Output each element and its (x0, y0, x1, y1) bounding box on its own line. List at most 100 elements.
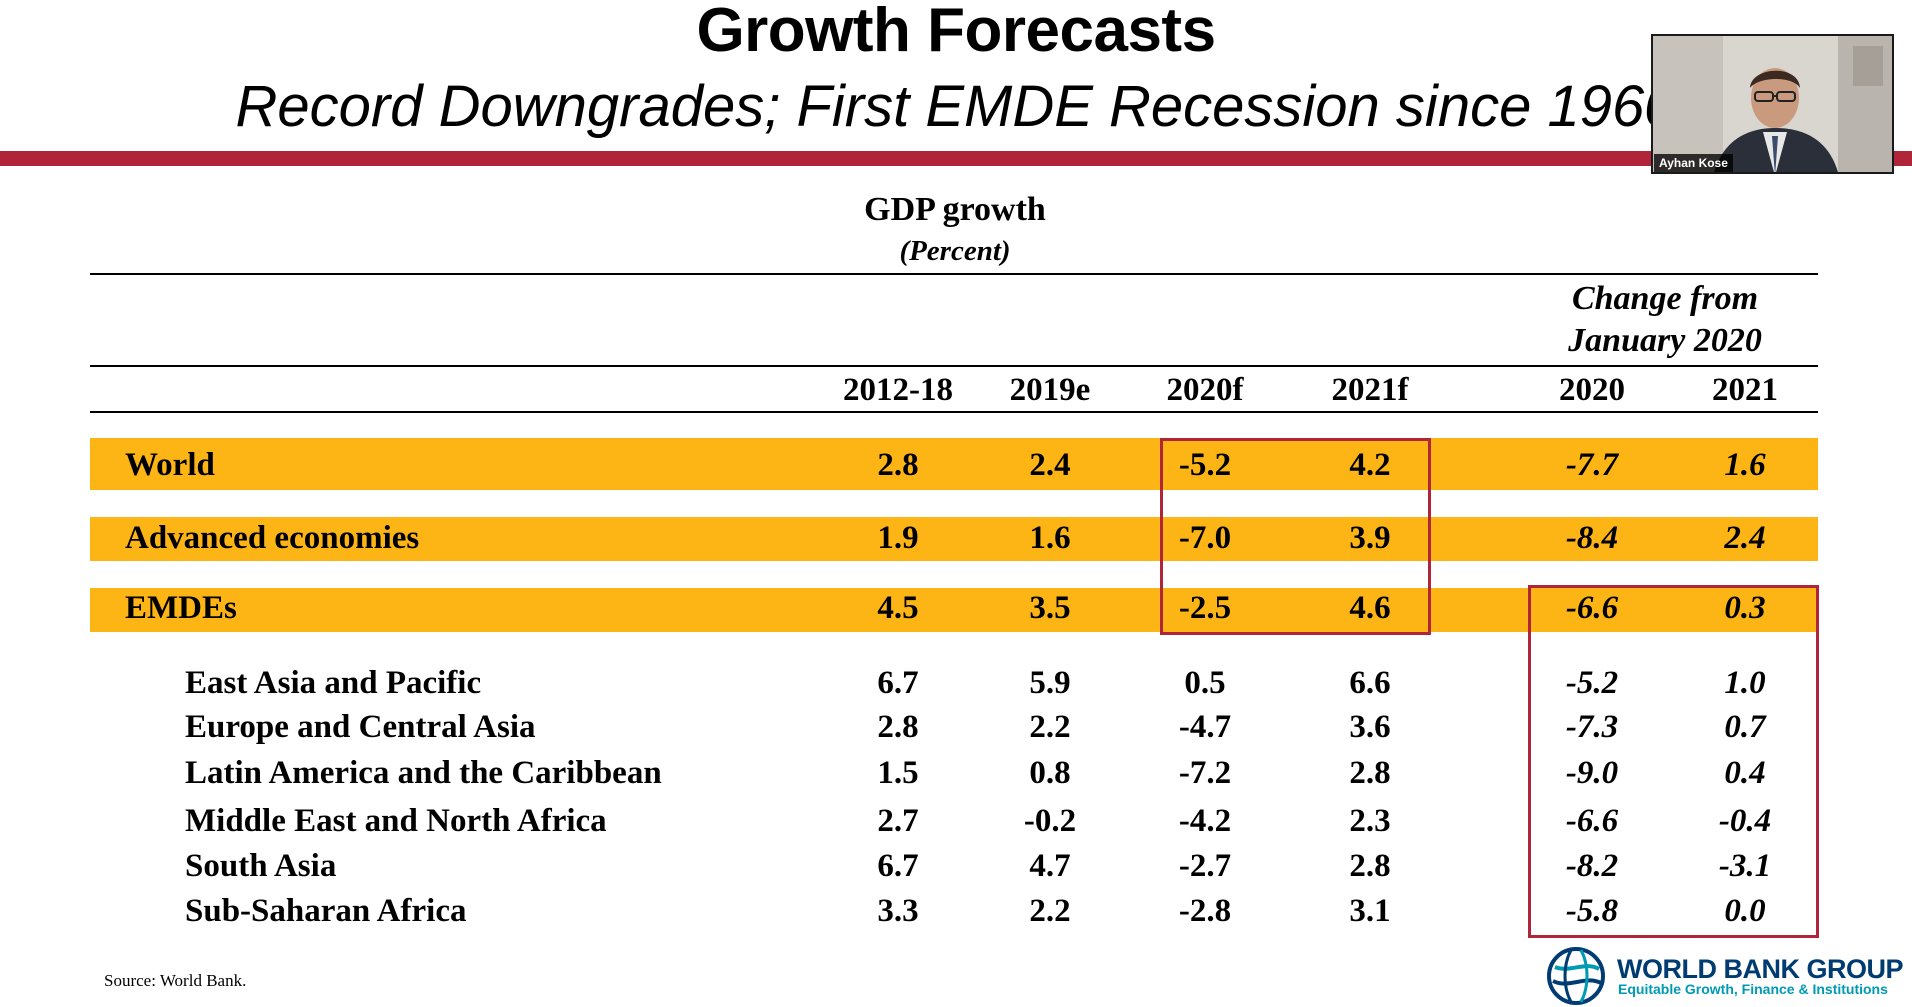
highlight-band-world (90, 438, 1818, 490)
highlight-band-advanced (90, 517, 1818, 561)
cell-change-2020: -6.6 (1565, 803, 1619, 839)
cell-2019e: 2.4 (1029, 447, 1071, 483)
cell-change-2021: 1.0 (1724, 665, 1766, 701)
table-header-rule (90, 365, 1818, 367)
forecast-highlight-box (1160, 438, 1431, 635)
table-top-rule (90, 273, 1818, 275)
row-label: Europe and Central Asia (185, 709, 536, 745)
cell-2021f: 2.3 (1349, 803, 1391, 839)
column-header-change-2021: 2021 (1712, 372, 1778, 408)
cell-2012-18: 2.8 (877, 447, 919, 483)
cell-2020f: -7.0 (1178, 520, 1232, 556)
cell-change-2021: -0.4 (1718, 803, 1772, 839)
table-row-middle-east-north-africa: Middle East and North Africa 2.7 -0.2 -4.2 2… (0, 797, 1912, 845)
cell-2012-18: 1.9 (877, 520, 919, 556)
cell-2021f: 2.8 (1349, 755, 1391, 791)
cell-2019e: 2.2 (1029, 893, 1071, 929)
table-row-sub-saharan-africa: Sub-Saharan Africa 3.3 2.2 -2.8 3.1 -5.8 0.0 (0, 887, 1912, 935)
cell-2021f: 3.9 (1349, 520, 1391, 556)
row-label: Sub-Saharan Africa (185, 893, 467, 929)
cell-2019e: 1.6 (1029, 520, 1071, 556)
cell-2019e: -0.2 (1023, 803, 1077, 839)
cell-2012-18: 1.5 (877, 755, 919, 791)
column-header-2012-18: 2012-18 (843, 372, 953, 408)
table-row-east-asia-pacific: East Asia and Pacific 6.7 5.9 0.5 6.6 -5.2 1.0 (0, 659, 1912, 707)
cell-2012-18: 2.8 (877, 709, 919, 745)
cell-2020f: -4.7 (1178, 709, 1232, 745)
world-bank-globe-icon (1547, 947, 1605, 1005)
column-header-2019e: 2019e (1009, 372, 1091, 408)
cell-change-2021: 0.0 (1724, 893, 1766, 929)
cell-2020f: -4.2 (1178, 803, 1232, 839)
cell-change-2021: 2.4 (1724, 520, 1766, 556)
row-label: South Asia (185, 848, 337, 884)
table-row-latin-america-caribbean: Latin America and the Caribbean 1.5 0.8 -7.… (0, 749, 1912, 797)
table-subheader-rule (90, 411, 1818, 413)
presenter-video-image (1653, 36, 1892, 172)
cell-2021f: 2.8 (1349, 848, 1391, 884)
cell-change-2020: -7.3 (1565, 709, 1619, 745)
presenter-name-tag: Ayhan Kose (1654, 154, 1733, 172)
cell-2020f: -7.2 (1178, 755, 1232, 791)
cell-2019e: 2.2 (1029, 709, 1071, 745)
cell-2019e: 4.7 (1029, 848, 1071, 884)
cell-change-2020: -8.4 (1565, 520, 1619, 556)
cell-2012-18: 6.7 (877, 665, 919, 701)
cell-2021f: 4.2 (1349, 447, 1391, 483)
source-note: Source: World Bank. (104, 971, 247, 990)
cell-2020f: 0.5 (1184, 665, 1226, 701)
table-unit: (Percent) (899, 235, 1011, 267)
cell-change-2020: -5.2 (1565, 665, 1619, 701)
cell-2012-18: 2.7 (877, 803, 919, 839)
cell-change-2020: -9.0 (1565, 755, 1619, 791)
cell-2021f: 6.6 (1349, 665, 1391, 701)
change-highlight-box (1528, 585, 1819, 938)
cell-change-2020: -7.7 (1565, 447, 1619, 483)
row-label: Latin America and the Caribbean (185, 755, 662, 791)
presenter-video[interactable] (1651, 34, 1894, 174)
cell-2021f: 4.6 (1349, 590, 1391, 626)
cell-2019e: 3.5 (1029, 590, 1071, 626)
cell-2021f: 3.6 (1349, 709, 1391, 745)
table-row-emdes: EMDEs 4.5 3.5 -2.5 4.6 -6.6 0.3 (0, 584, 1912, 632)
row-label: World (125, 447, 215, 483)
cell-2020f: -2.5 (1178, 590, 1232, 626)
row-label: EMDEs (125, 590, 237, 626)
header-divider-bar (0, 151, 1912, 166)
row-label: East Asia and Pacific (185, 665, 482, 701)
cell-change-2021: -3.1 (1718, 848, 1772, 884)
column-header-2021f: 2021f (1331, 372, 1409, 408)
column-header-2020f: 2020f (1166, 372, 1244, 408)
cell-2019e: 5.9 (1029, 665, 1071, 701)
change-heading-line1: Change from (1571, 280, 1759, 317)
cell-2012-18: 4.5 (877, 590, 919, 626)
cell-change-2021: 0.7 (1724, 709, 1766, 745)
cell-2020f: -5.2 (1178, 447, 1232, 483)
slide-title: Growth Forecasts (696, 0, 1216, 65)
table-row-advanced-economies: Advanced economies 1.9 1.6 -7.0 3.9 -8.4 2.4 (0, 514, 1912, 562)
cell-change-2021: 1.6 (1724, 447, 1766, 483)
cell-2020f: -2.7 (1178, 848, 1232, 884)
cell-change-2020: -6.6 (1565, 590, 1619, 626)
column-header-change-2020: 2020 (1559, 372, 1625, 408)
cell-2012-18: 3.3 (877, 893, 919, 929)
cell-2021f: 3.1 (1349, 893, 1391, 929)
row-label: Middle East and North Africa (185, 803, 607, 839)
cell-change-2021: 0.3 (1724, 590, 1766, 626)
table-row-europe-central-asia: Europe and Central Asia 2.8 2.2 -4.7 3.6 -7.3… (0, 703, 1912, 751)
cell-2020f: -2.8 (1178, 893, 1232, 929)
cell-2012-18: 6.7 (877, 848, 919, 884)
table-heading: GDP growth (864, 191, 1046, 228)
table-row-south-asia: South Asia 6.7 4.7 -2.7 2.8 -8.2 -3.1 (0, 842, 1912, 890)
cell-change-2021: 0.4 (1724, 755, 1766, 791)
cell-change-2020: -8.2 (1565, 848, 1619, 884)
change-heading-line2: January 2020 (1568, 322, 1762, 359)
cell-2019e: 0.8 (1029, 755, 1071, 791)
table-row-world: World 2.8 2.4 -5.2 4.2 -7.7 1.6 (0, 441, 1912, 489)
cell-change-2020: -5.8 (1565, 893, 1619, 929)
logo-tagline: Equitable Growth, Finance & Institutions (1618, 981, 1888, 997)
row-label: Advanced economies (125, 520, 420, 556)
world-bank-group-logo: WORLD BANK GROUP (1617, 954, 1903, 984)
slide-subtitle: Record Downgrades; First EMDE Recession … (235, 74, 1677, 139)
change-from-january-heading: Change from January 2020 (1520, 278, 1810, 362)
